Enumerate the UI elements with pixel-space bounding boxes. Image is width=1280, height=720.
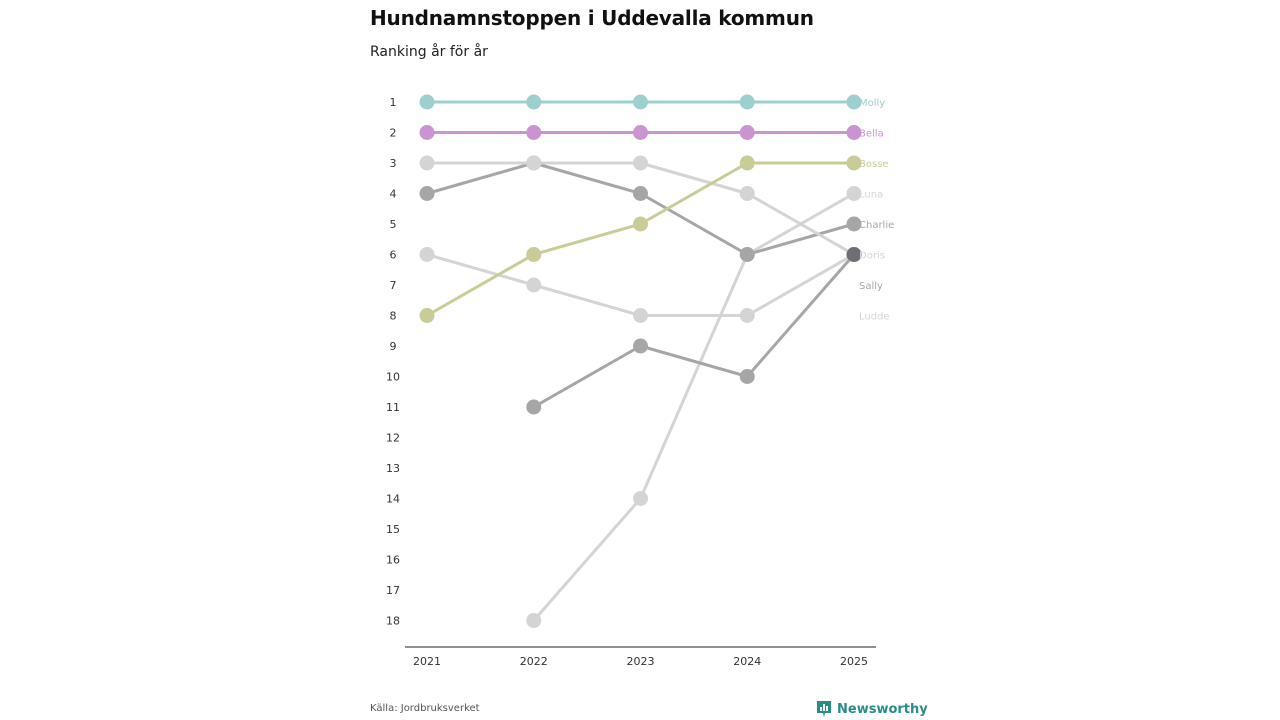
data-point-doris <box>419 155 435 171</box>
data-point-charlie <box>419 186 435 201</box>
series-label-ludde: Ludde <box>859 312 890 323</box>
data-point-molly <box>526 94 542 110</box>
x-tick-label: 2021 <box>413 655 441 668</box>
data-point-charlie <box>739 247 755 262</box>
series-label-charlie: Charlie <box>859 220 894 231</box>
data-point-charlie <box>846 216 862 232</box>
data-point-molly <box>739 94 755 110</box>
y-tick-label: 14 <box>386 493 400 506</box>
series-label-bosse: Bosse <box>859 159 889 170</box>
data-point-doris <box>633 155 648 171</box>
series-labels: Molly Bella Bosse Luna Charlie Doris Sally Ludd… <box>859 98 894 323</box>
source-note: Källa: Jordbruksverket <box>370 703 480 714</box>
x-tick-label: 2023 <box>627 655 655 668</box>
series-label-luna: Luna <box>859 190 883 201</box>
x-axis: 2021 2022 2023 2024 2025 <box>405 646 876 668</box>
series-line-sally <box>532 253 856 409</box>
data-point-molly <box>846 94 862 110</box>
y-tick-label: 8 <box>390 310 397 323</box>
data-point-bosse <box>846 155 862 171</box>
brand-name: Newsworthy <box>837 701 928 717</box>
data-point-luna <box>526 613 542 628</box>
y-tick-label: 2 <box>390 127 397 140</box>
chart-title: Hundnamnstoppen i Uddevalla kommun <box>370 6 814 30</box>
data-point-sally <box>526 399 542 415</box>
data-point-bella <box>633 125 648 140</box>
series-line-ludde <box>425 253 856 317</box>
y-tick-label: 1 <box>390 96 397 109</box>
series-lines <box>425 100 856 622</box>
y-tick-label: 9 <box>390 340 397 353</box>
series-label-sally: Sally <box>859 281 883 292</box>
series-label-bella: Bella <box>859 129 884 140</box>
data-point-luna <box>846 186 862 201</box>
data-point-molly <box>419 94 435 110</box>
brand-logo-link[interactable]: Newsworthy <box>816 700 928 718</box>
data-point-ludde <box>526 277 542 293</box>
series-points <box>419 94 862 628</box>
data-point-doris <box>739 186 755 201</box>
series-line-luna <box>532 192 856 622</box>
y-tick-label: 16 <box>386 554 400 567</box>
x-tick-label: 2024 <box>733 655 761 668</box>
y-tick-label: 4 <box>390 188 397 201</box>
y-tick-label: 15 <box>386 523 400 536</box>
y-tick-label: 3 <box>390 157 397 170</box>
y-tick-label: 7 <box>390 279 397 292</box>
y-tick-label: 17 <box>386 584 400 597</box>
data-point-molly <box>633 94 648 110</box>
series-label-molly: Molly <box>859 98 885 109</box>
data-point-bosse <box>739 155 755 171</box>
series-line-charlie <box>425 161 856 256</box>
y-tick-label: 10 <box>386 371 400 384</box>
y-tick-label: 5 <box>390 218 397 231</box>
y-tick-label: 18 <box>386 615 400 628</box>
data-point-bella <box>419 125 435 140</box>
series-label-doris: Doris <box>859 251 885 262</box>
data-point-ludde <box>633 308 648 323</box>
x-tick-label: 2025 <box>840 655 868 668</box>
data-point-bella <box>739 125 755 140</box>
y-tick-label: 12 <box>386 432 400 445</box>
chart-subtitle: Ranking år för år <box>370 44 488 60</box>
data-point-ludde <box>419 247 435 262</box>
data-point-charlie <box>633 186 648 201</box>
data-point-bella <box>846 125 862 140</box>
x-tick-label: 2022 <box>520 655 548 668</box>
data-point-bella <box>526 125 542 140</box>
data-point-ludde <box>739 308 755 323</box>
data-point-sally <box>633 338 648 354</box>
data-point-sally <box>739 369 755 384</box>
y-tick-label: 11 <box>386 401 400 414</box>
y-tick-label: 6 <box>390 249 397 262</box>
y-tick-label: 13 <box>386 462 400 475</box>
data-point-bosse <box>526 247 542 262</box>
data-point-bosse <box>633 216 648 232</box>
data-point-doris <box>526 155 542 171</box>
data-point-luna <box>633 491 648 506</box>
data-point-bosse <box>419 308 435 323</box>
data-point-overlap <box>846 247 862 262</box>
newsworthy-logo-icon <box>817 701 831 717</box>
